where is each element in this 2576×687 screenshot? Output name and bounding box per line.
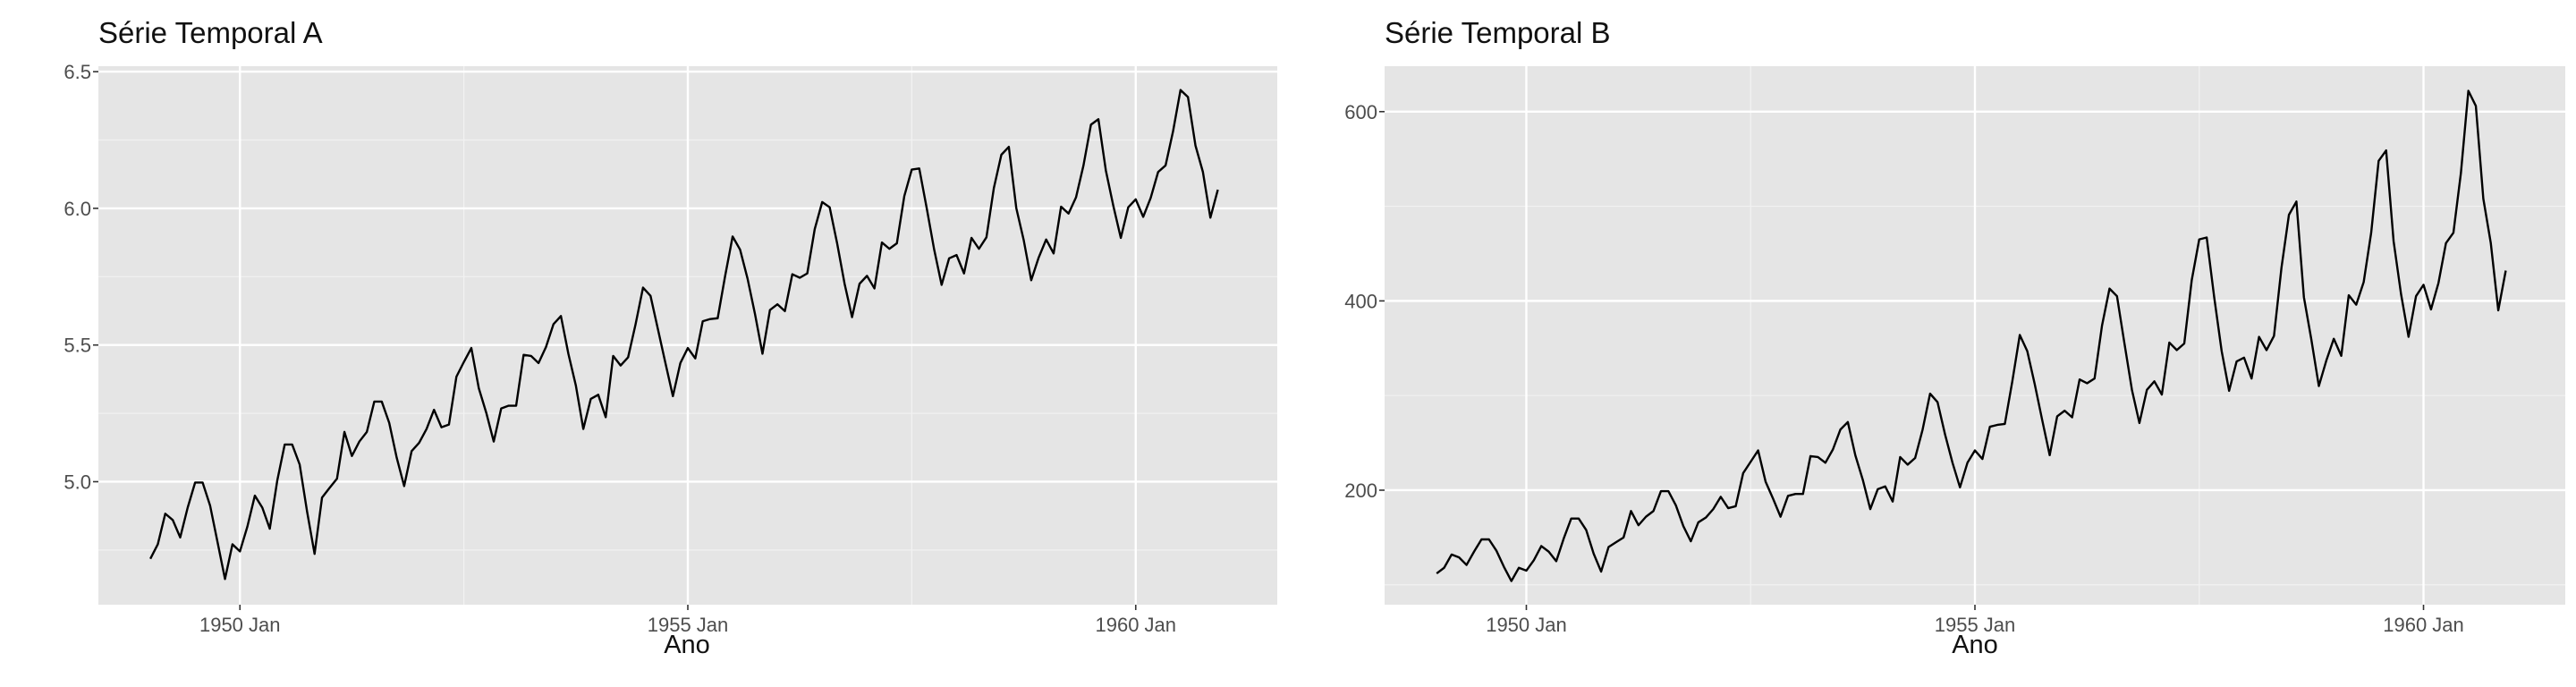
plot-area-b: 200 400 600 1950 Jan 1955 Jan 1960 Jan [1344,66,2565,636]
y-tick-label: 600 [1344,101,1377,123]
chart-panel-b: Série Temporal B 200 400 600 1950 Jan 1955 J… [1288,0,2576,687]
y-tick-label: 5.5 [64,335,91,357]
x-axis-label-b: Ano [1952,631,1998,659]
chart-title-a: Série Temporal A [98,16,323,49]
x-tick-label: 1950 Jan [199,614,281,636]
series-line [1436,89,2507,582]
x-tick-label: 1960 Jan [1095,614,1176,636]
y-tick-label: 6.5 [64,61,91,83]
y-tick-label: 6.0 [64,198,91,220]
x-tick-label: 1950 Jan [1486,614,1567,636]
x-tick-label: 1955 Jan [1935,614,2016,636]
y-tick-label: 5.0 [64,471,91,493]
chart-panel-a: Série Temporal A 5.0 5.5 6.0 6.5 1950 Jan 195… [64,16,1277,659]
y-tick-label: 200 [1344,479,1377,502]
x-tick-label: 1955 Jan [648,614,729,636]
x-axis-label-a: Ano [664,631,710,659]
series-line [149,89,1219,581]
plot-area-a: 5.0 5.5 6.0 6.5 1950 Jan 1955 Jan 1960 Jan [64,61,1277,636]
x-tick-label: 1960 Jan [2383,614,2464,636]
chart-title-b: Série Temporal B [1385,16,1611,49]
y-tick-label: 400 [1344,290,1377,312]
